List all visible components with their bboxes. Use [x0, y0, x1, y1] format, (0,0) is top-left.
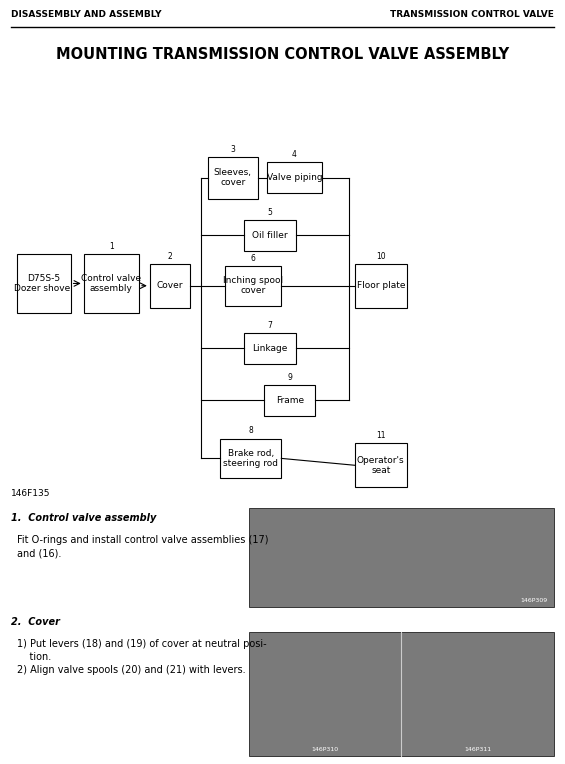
Text: 11: 11	[376, 431, 385, 440]
Text: Brake rod,
steering rod: Brake rod, steering rod	[223, 448, 279, 468]
Text: Valve piping: Valve piping	[267, 173, 322, 182]
Text: 5: 5	[268, 208, 272, 217]
Text: 2.  Cover: 2. Cover	[11, 617, 60, 627]
Text: Frame: Frame	[276, 396, 304, 405]
Text: MOUNTING TRANSMISSION CONTROL VALVE ASSEMBLY: MOUNTING TRANSMISSION CONTROL VALVE ASSE…	[56, 47, 509, 63]
Text: 1) Put levers (18) and (19) of cover at neutral posi-: 1) Put levers (18) and (19) of cover at …	[17, 639, 267, 649]
Text: Fit O-rings and install control valve assemblies (17): Fit O-rings and install control valve as…	[17, 535, 268, 545]
Text: 9: 9	[288, 373, 292, 382]
Text: 2: 2	[168, 251, 172, 261]
Bar	[249, 508, 554, 607]
Text: tion.: tion.	[17, 652, 51, 662]
Bar	[355, 264, 407, 308]
Text: Operator's
seat: Operator's seat	[357, 455, 405, 475]
Text: 146F135: 146F135	[11, 489, 51, 498]
Text: 10: 10	[376, 251, 386, 261]
Bar	[249, 632, 554, 756]
Text: 1: 1	[109, 241, 114, 251]
Bar	[355, 443, 407, 487]
Text: Oil filler: Oil filler	[252, 231, 288, 240]
Bar	[264, 385, 315, 416]
Text: Control valve
assembly: Control valve assembly	[81, 274, 141, 293]
Text: Linkage: Linkage	[253, 344, 288, 353]
Text: 6: 6	[251, 254, 255, 263]
Text: Floor plate: Floor plate	[357, 281, 405, 290]
Bar	[225, 266, 281, 306]
Text: 146P309: 146P309	[521, 597, 548, 603]
Bar	[244, 333, 296, 364]
Text: 3: 3	[231, 144, 235, 154]
Bar	[208, 157, 258, 199]
Text: Inching spool
cover: Inching spool cover	[223, 276, 283, 296]
Text: 1.  Control valve assembly: 1. Control valve assembly	[11, 513, 157, 523]
Text: 2) Align valve spools (20) and (21) with levers.: 2) Align valve spools (20) and (21) with…	[17, 665, 246, 675]
Bar	[84, 254, 139, 313]
Bar	[220, 439, 281, 478]
Text: 146P311: 146P311	[464, 746, 491, 752]
Bar	[267, 162, 322, 193]
Text: TRANSMISSION CONTROL VALVE: TRANSMISSION CONTROL VALVE	[390, 10, 554, 19]
Text: 4: 4	[292, 150, 297, 159]
Bar	[150, 264, 190, 308]
Text: D75S-5
Dozer shovel: D75S-5 Dozer shovel	[14, 274, 73, 293]
Bar	[17, 254, 71, 313]
Text: 146P310: 146P310	[311, 746, 338, 752]
Text: Sleeves,
cover: Sleeves, cover	[214, 168, 252, 187]
Text: 8: 8	[249, 426, 253, 435]
Text: 7: 7	[268, 321, 272, 330]
Text: DISASSEMBLY AND ASSEMBLY: DISASSEMBLY AND ASSEMBLY	[11, 10, 162, 19]
Bar	[244, 220, 296, 251]
Text: Cover: Cover	[157, 281, 183, 290]
Text: and (16).: and (16).	[17, 549, 62, 558]
